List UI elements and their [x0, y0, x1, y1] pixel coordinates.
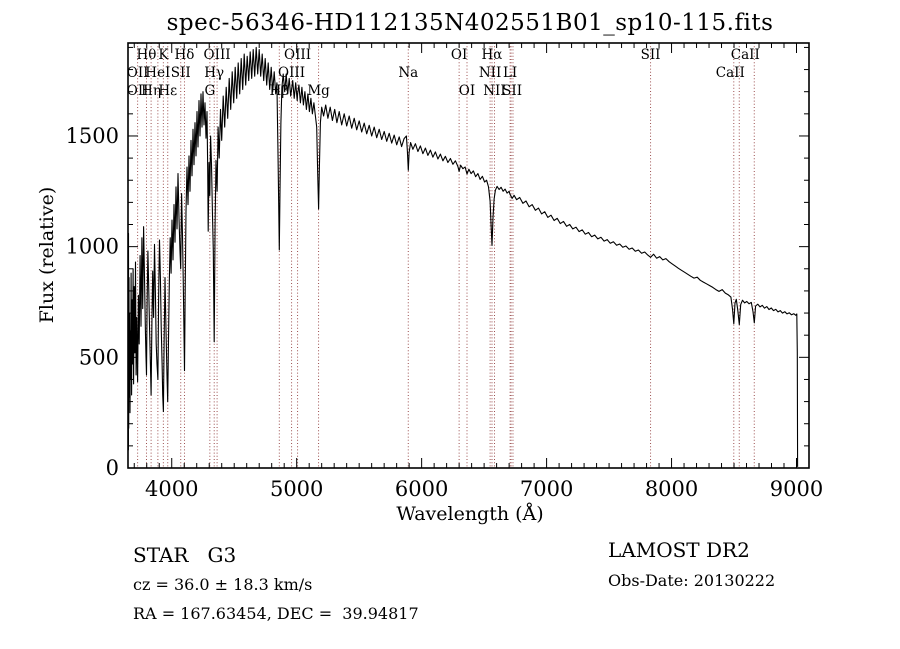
x-tick-label: 4000 — [145, 477, 198, 501]
spectral-line-label: Na — [398, 65, 418, 81]
spectral-line-label: SII — [641, 47, 661, 63]
spectral-line-label: Hε — [158, 83, 177, 99]
x-axis-label: Wavelength (Å) — [396, 503, 544, 525]
x-tick-label: 9000 — [770, 477, 823, 501]
x-tick-label: 5000 — [270, 477, 323, 501]
spectral-line-label: OIII — [278, 65, 305, 81]
spectral-line-label: SII — [502, 83, 522, 99]
tick-labels: 4000 5000 6000 7000 8000 9000 0 500 1000 1500 — [66, 124, 824, 501]
cz-velocity-text: cz = 36.0 ± 18.3 km/s — [133, 575, 313, 594]
spectral-line-label: HeI — [145, 65, 170, 81]
y-tick-label: 500 — [79, 345, 119, 369]
spectral-line-label: OII — [127, 65, 149, 81]
spectral-line-label: LI — [503, 65, 517, 81]
spectral-line-label: Hη — [141, 83, 161, 99]
spectral-line-label: OI — [459, 83, 475, 99]
survey-release-text: LAMOST DR2 — [608, 538, 750, 562]
spectral-line-label: Hγ — [204, 65, 224, 81]
spectral-line-label: CaII — [731, 47, 760, 63]
x-tick-label: 6000 — [395, 477, 448, 501]
x-tick-label: 8000 — [645, 477, 698, 501]
y-axis-label: Flux (relative) — [36, 186, 58, 324]
spectral-line-label: Mg — [307, 83, 330, 99]
spectral-line-label: Hβ — [270, 83, 290, 99]
spectral-line-label: Hδ — [175, 47, 195, 63]
y-tick-label: 0 — [106, 456, 119, 480]
spectral-line-label: Hθ — [137, 47, 157, 63]
spectral-line-label: OIII — [284, 47, 311, 63]
y-tick-label: 1000 — [66, 235, 119, 259]
spectral-line-label: NII — [483, 83, 505, 99]
spectral-line-markers — [137, 43, 755, 468]
x-tick-label: 7000 — [520, 477, 573, 501]
obs-date-text: Obs-Date: 20130222 — [608, 571, 776, 590]
spectral-line-label: Hα — [482, 47, 503, 63]
spectral-line-label: NII — [479, 65, 501, 81]
flux-spectrum-line — [127, 46, 799, 467]
classification-text: STAR G3 — [133, 543, 237, 567]
spectral-line-label: OIII — [204, 47, 231, 63]
spectral-line-label: SII — [171, 65, 191, 81]
ra-dec-text: RA = 167.63454, DEC = 39.94817 — [133, 604, 419, 623]
spectral-line-label: K — [158, 47, 169, 63]
spectral-line-label: OI — [451, 47, 467, 63]
y-tick-label: 1500 — [66, 124, 119, 148]
spectral-line-label: CaII — [716, 65, 745, 81]
spectral-line-label: G — [204, 83, 215, 99]
plot-title: spec-56346-HD112135N402551B01_sp10-115.f… — [166, 10, 774, 36]
spectral-line-label: OII — [127, 83, 149, 99]
spectrum-curve — [127, 46, 799, 467]
